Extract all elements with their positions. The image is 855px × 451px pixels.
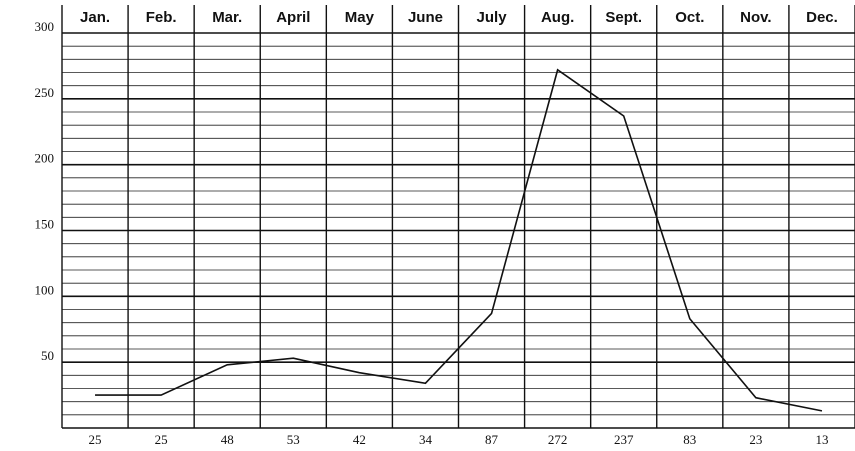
y-tick-label: 250 xyxy=(35,85,55,100)
y-tick-label: 150 xyxy=(35,216,55,231)
value-label: 25 xyxy=(155,432,168,447)
month-label: July xyxy=(477,9,508,26)
month-label: Feb. xyxy=(146,9,177,26)
y-tick-label: 50 xyxy=(41,348,54,363)
month-label: Oct. xyxy=(675,9,704,26)
month-label: Jan. xyxy=(80,9,110,26)
value-label: 23 xyxy=(749,432,762,447)
month-label: Mar. xyxy=(212,9,242,26)
value-label: 48 xyxy=(221,432,234,447)
value-label: 53 xyxy=(287,432,300,447)
value-label: 25 xyxy=(89,432,102,447)
month-label: Dec. xyxy=(806,9,838,26)
value-label: 237 xyxy=(614,432,634,447)
value-label: 272 xyxy=(548,432,568,447)
data-line xyxy=(95,68,823,412)
y-tick-label: 100 xyxy=(35,282,55,297)
month-label: April xyxy=(276,9,310,26)
value-label: 13 xyxy=(815,432,828,447)
value-label: 87 xyxy=(485,432,499,447)
month-label: Sept. xyxy=(605,9,642,26)
value-label: 34 xyxy=(419,432,433,447)
month-label: June xyxy=(408,9,443,26)
month-label: May xyxy=(345,9,375,26)
y-tick-label: 300 xyxy=(35,19,55,34)
value-label: 83 xyxy=(683,432,696,447)
month-label: Aug. xyxy=(541,9,574,26)
value-label: 42 xyxy=(353,432,366,447)
y-tick-label: 200 xyxy=(35,151,55,166)
month-label: Nov. xyxy=(740,9,771,26)
